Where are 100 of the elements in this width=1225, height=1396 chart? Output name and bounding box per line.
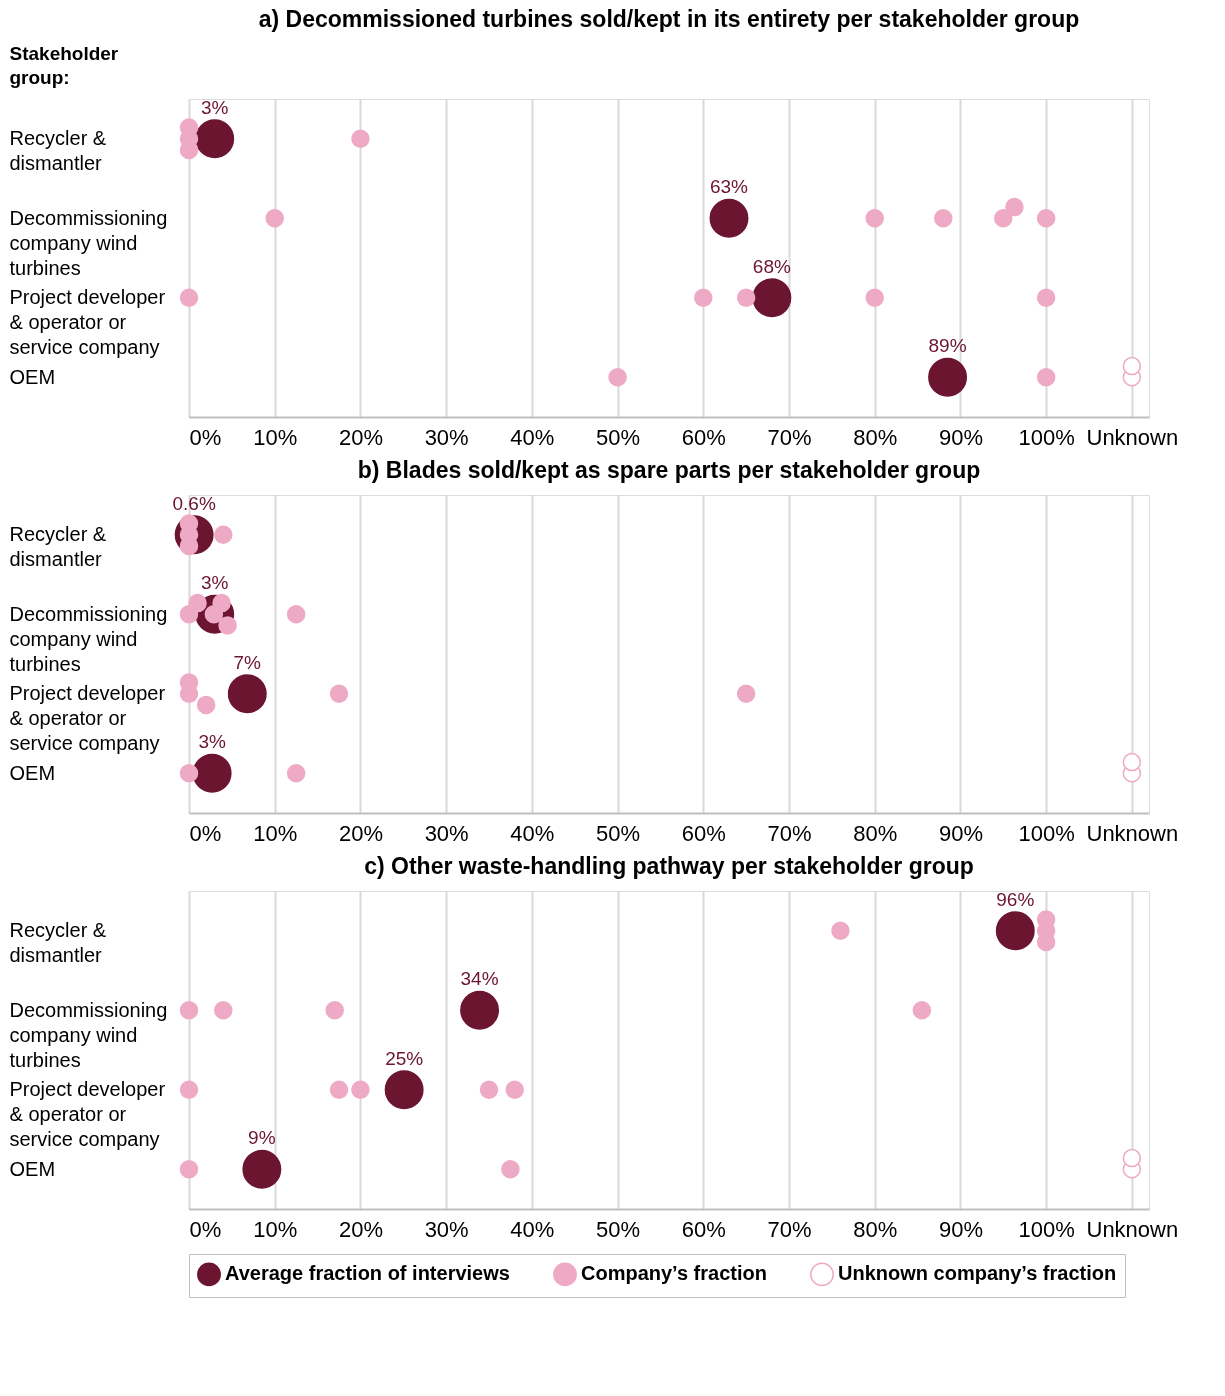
data-label: 7% (233, 651, 262, 673)
point (736, 288, 756, 307)
x-tick-label: 60% (681, 1216, 726, 1242)
point (994, 209, 1013, 228)
x-tick-label: 40% (510, 820, 555, 846)
point (325, 1001, 344, 1020)
point (286, 764, 306, 783)
point (505, 1080, 524, 1099)
point (384, 1070, 424, 1110)
x-tick-label: 100% (1018, 820, 1075, 846)
y-tick-label: Decommissioning company wind turbines (9, 998, 168, 1071)
point (1036, 209, 1056, 228)
point (736, 684, 756, 703)
x-tick-label: 50% (596, 820, 641, 846)
data-label: 3% (198, 731, 226, 753)
x-tick-label: 20% (338, 424, 383, 450)
point (214, 525, 233, 544)
chart-title: a) Decommissioned turbines sold/kept in its entirety per stakeholder group (258, 6, 1080, 32)
point (831, 921, 850, 940)
y-tick-label: Decommissioning company wind turbines (9, 602, 168, 675)
x-tick-label: 30% (424, 424, 469, 450)
point (351, 1080, 370, 1099)
x-tick-label: 90% (938, 1216, 983, 1242)
point (329, 684, 349, 703)
x-tick-label: Unknown (1086, 1216, 1179, 1242)
point (242, 1149, 282, 1189)
y-tick-label: Recycler & dismantler (9, 127, 107, 175)
point (179, 1001, 199, 1020)
x-tick-label: 20% (338, 820, 383, 846)
point (265, 209, 284, 228)
y-tick-label: Project developer & operator or service company (9, 286, 166, 359)
y-tick-label: Decommissioning company wind turbines (9, 206, 168, 279)
data-label: 3% (200, 96, 229, 118)
x-tick-label: 100% (1018, 1216, 1075, 1242)
y-tick-label: OEM (9, 761, 56, 784)
x-tick-label: 90% (938, 820, 983, 846)
point (195, 119, 235, 159)
legend-label: Company’s fraction (581, 1262, 767, 1285)
data-label: 34% (460, 968, 499, 990)
x-tick-label: 80% (853, 1216, 898, 1242)
chart-title: b) Blades sold/kept as spare parts per stakeholder group (357, 456, 981, 483)
point (865, 209, 884, 228)
x-tick-label: 40% (510, 1216, 555, 1242)
y-tick-label: OEM (9, 1157, 56, 1180)
y-axis-title: Stakeholder group: (9, 42, 119, 88)
x-tick-label: 70% (767, 820, 812, 846)
x-tick-label: 10% (253, 820, 298, 846)
x-tick-label: Unknown (1086, 424, 1179, 450)
point (709, 198, 749, 238)
y-tick-label: Project developer & operator or service company (9, 682, 166, 755)
y-tick-label: Recycler & dismantler (9, 919, 107, 967)
y-tick-label: Project developer & operator or service company (9, 1078, 166, 1151)
data-label: 3% (200, 572, 229, 594)
point (460, 990, 500, 1030)
data-label: 89% (928, 335, 967, 357)
chart-title: c) Other waste-handling pathway per stakeholder group (364, 852, 974, 879)
data-label: 63% (709, 176, 749, 198)
x-tick-label: 10% (253, 424, 298, 450)
point (179, 1080, 199, 1099)
point (286, 605, 306, 624)
x-tick-label: 90% (938, 424, 983, 450)
point (928, 357, 968, 397)
x-tick-label: 40% (510, 424, 555, 450)
point (179, 764, 199, 783)
data-label: 0.6% (172, 492, 216, 514)
point (752, 278, 792, 318)
x-tick-label: 80% (853, 424, 898, 450)
data-label: 25% (385, 1047, 424, 1069)
point (995, 911, 1035, 951)
point (694, 288, 713, 307)
point (227, 674, 267, 714)
x-tick-label: 0% (189, 424, 222, 450)
x-tick-label: 60% (681, 424, 726, 450)
point (214, 1001, 233, 1020)
point (1036, 288, 1056, 307)
legend-label: Unknown company’s fraction (838, 1262, 1117, 1285)
x-tick-label: 80% (853, 820, 898, 846)
data-label: 68% (752, 255, 791, 277)
x-tick-label: 70% (767, 424, 812, 450)
point (608, 368, 627, 387)
y-tick-label: OEM (9, 365, 56, 388)
x-tick-label: 0% (189, 1216, 222, 1242)
point (192, 753, 232, 793)
point (912, 1001, 932, 1020)
x-tick-label: 20% (338, 1216, 383, 1242)
x-tick-label: 50% (596, 424, 641, 450)
point (1036, 368, 1056, 387)
x-tick-label: 70% (767, 1216, 812, 1242)
y-tick-label: Recycler & dismantler (9, 523, 107, 571)
x-tick-label: 100% (1018, 424, 1075, 450)
data-label: 96% (996, 888, 1035, 910)
x-tick-label: 60% (681, 820, 726, 846)
legend-label: Average fraction of interviews (225, 1262, 510, 1285)
point (865, 288, 884, 307)
x-tick-label: 30% (424, 820, 469, 846)
x-tick-label: 0% (189, 820, 222, 846)
point (351, 129, 370, 148)
x-tick-label: 30% (424, 1216, 469, 1242)
point (479, 1080, 499, 1099)
point (934, 209, 953, 228)
